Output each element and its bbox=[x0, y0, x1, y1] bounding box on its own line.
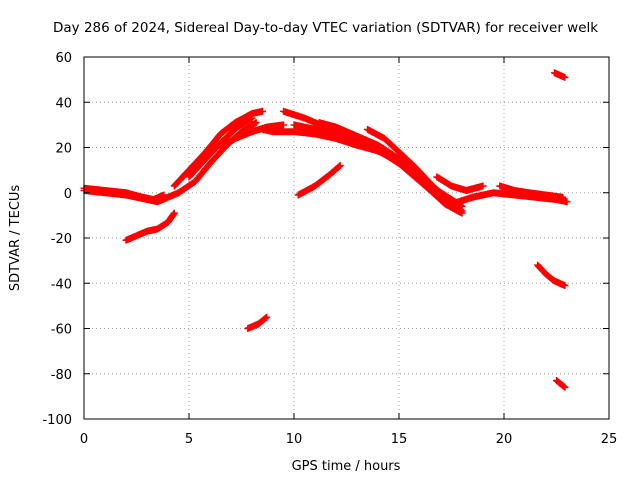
y-tick-label: -20 bbox=[51, 232, 72, 247]
data-marker-trail bbox=[551, 69, 569, 81]
y-tick-label: 40 bbox=[55, 96, 72, 111]
data-marker-trail bbox=[123, 210, 178, 244]
data-marker-trail bbox=[364, 126, 466, 214]
series-arc19 bbox=[534, 262, 568, 289]
data-marker-trail bbox=[244, 314, 270, 332]
x-axis-label: GPS time / hours bbox=[292, 459, 401, 474]
axis-ticks: 0 5 10 15 20 25 -100 -80 -60 -40 -20 0 20 40 60 bbox=[42, 51, 617, 447]
data-marker-trail bbox=[534, 262, 568, 289]
x-tick-label: 0 bbox=[80, 432, 88, 447]
y-tick-label: 20 bbox=[55, 142, 72, 157]
y-tick-label: 60 bbox=[55, 51, 72, 66]
series-arc3 bbox=[123, 210, 178, 244]
x-tick-label: 20 bbox=[496, 432, 513, 447]
y-tick-label: -100 bbox=[42, 413, 72, 428]
y-axis-label: SDTVAR / TECUs bbox=[8, 185, 23, 292]
y-tick-label: -80 bbox=[51, 368, 72, 383]
x-tick-label: 5 bbox=[185, 432, 193, 447]
series-arc8 bbox=[244, 314, 270, 332]
y-tick-label: -40 bbox=[51, 277, 72, 292]
series-arc14 bbox=[364, 126, 466, 214]
plot-frame bbox=[84, 57, 609, 419]
data-points bbox=[81, 69, 571, 391]
y-tick-label: 0 bbox=[64, 187, 72, 202]
y-tick-label: -60 bbox=[51, 323, 72, 338]
sdtvar-chart: Day 286 of 2024, Sidereal Day-to-day VTE… bbox=[0, 0, 640, 480]
x-tick-label: 15 bbox=[391, 432, 408, 447]
x-tick-label: 25 bbox=[601, 432, 618, 447]
chart-title: Day 286 of 2024, Sidereal Day-to-day VTE… bbox=[53, 20, 598, 36]
x-tick-label: 10 bbox=[286, 432, 303, 447]
series-arc21 bbox=[553, 377, 568, 391]
series-arc20 bbox=[551, 69, 569, 81]
grid-lines bbox=[84, 57, 609, 419]
data-marker-trail bbox=[553, 377, 568, 391]
